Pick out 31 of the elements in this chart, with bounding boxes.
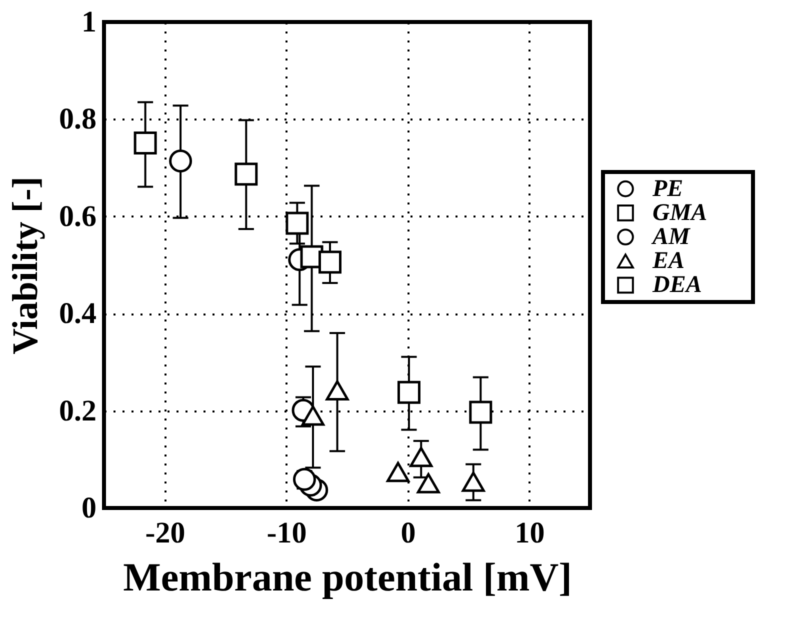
point — [410, 446, 433, 468]
y-tick-label: 0.6 — [59, 200, 96, 233]
legend-label: AM — [650, 224, 692, 250]
point — [386, 462, 410, 482]
point — [134, 132, 157, 155]
legend-label: PE — [652, 176, 684, 202]
x-tick-label: -20 — [145, 516, 186, 550]
y-tick-label: 0 — [82, 492, 96, 524]
y-tick-label: 0.2 — [59, 394, 96, 428]
x-tick-label: 10 — [514, 516, 545, 550]
y-tick-label: 1 — [82, 6, 96, 38]
legend-label: GMA — [652, 200, 708, 226]
x-axis-title: Membrane potential [mV] — [123, 554, 572, 600]
x-tick-label: 0 — [400, 516, 416, 550]
y-tick-label: 0.8 — [59, 102, 96, 136]
point — [469, 400, 492, 424]
point — [462, 472, 485, 492]
x-tick-label: -10 — [266, 516, 307, 550]
point — [286, 212, 309, 235]
point — [416, 473, 440, 494]
point — [292, 468, 316, 491]
point — [169, 150, 192, 172]
point — [301, 406, 324, 426]
point — [326, 380, 349, 401]
legend-label: DEA — [652, 272, 702, 298]
legend-label: EA — [652, 248, 685, 274]
point — [318, 250, 342, 274]
y-tick-label: 0.4 — [59, 297, 96, 330]
point — [234, 162, 258, 186]
point — [397, 380, 420, 404]
y-axis-title: Viability [-] — [5, 176, 45, 354]
